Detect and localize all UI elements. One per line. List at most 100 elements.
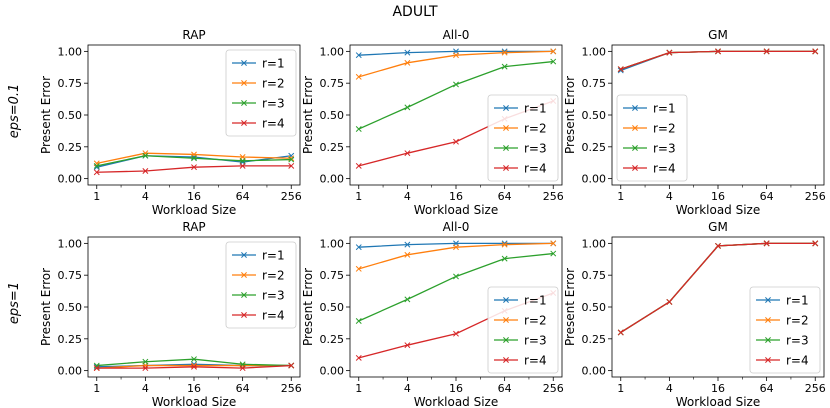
data-point-r4 xyxy=(812,48,819,55)
x-tick-label: 4 xyxy=(666,382,673,395)
x-tick-label: 1 xyxy=(93,190,100,203)
y-tick-label: 0.25 xyxy=(320,333,345,346)
data-point-r4 xyxy=(404,342,411,349)
data-point-r3 xyxy=(93,162,100,169)
subplot-title: GM xyxy=(708,28,728,42)
y-tick-label: 1.00 xyxy=(58,45,83,58)
data-point-r3 xyxy=(453,273,459,280)
legend-label: r=2 xyxy=(653,122,676,136)
data-point-r4 xyxy=(453,330,459,337)
data-point-r4 xyxy=(763,240,770,247)
data-point-r3 xyxy=(191,356,197,363)
x-tick-label: 256 xyxy=(281,190,302,203)
y-tick-label: 0.50 xyxy=(320,109,345,122)
data-point-r4 xyxy=(93,169,100,176)
x-axis-label: Workload Size xyxy=(152,395,236,408)
y-axis-label: Present Error xyxy=(301,76,315,154)
x-tick-label: 64 xyxy=(236,382,250,395)
legend-box xyxy=(749,286,821,374)
y-tick-label: 0.00 xyxy=(320,365,345,378)
subplot-gm-row2: GM 0.00 0.25 0.50 0.75 1.00 1 4 16 64 256 Workload … xyxy=(563,220,826,408)
data-point-r4 xyxy=(666,298,673,305)
x-axis-label: Workload Size xyxy=(152,203,236,217)
legend-marker xyxy=(632,125,638,131)
y-tick-label: 0.50 xyxy=(582,109,607,122)
subplot-title: All-0 xyxy=(443,220,470,234)
x-tick-label: 256 xyxy=(543,190,564,203)
data-point-r1 xyxy=(355,52,362,59)
y-tick-label: 0.50 xyxy=(58,109,83,122)
data-point-r4 xyxy=(142,365,149,372)
legend-marker xyxy=(241,292,247,298)
x-axis-label: Workload Size xyxy=(676,203,760,217)
legend-marker xyxy=(632,165,638,171)
y-axis-label: Present Error xyxy=(39,76,53,154)
x-tick-label: 64 xyxy=(498,190,512,203)
legend-marker xyxy=(503,317,509,323)
y-tick-label: 1.00 xyxy=(320,45,345,58)
x-tick-label: 1 xyxy=(355,190,362,203)
subplot-title: RAP xyxy=(182,28,205,42)
data-point-r3 xyxy=(142,358,149,365)
y-tick-label: 0.50 xyxy=(58,301,83,314)
legend-marker xyxy=(503,297,509,303)
x-tick-label: 256 xyxy=(543,382,564,395)
legend-label: r=3 xyxy=(786,334,809,348)
data-point-r3 xyxy=(550,58,557,65)
x-tick-label: 1 xyxy=(617,190,624,203)
data-point-r4 xyxy=(239,365,246,372)
data-point-r2 xyxy=(501,241,508,248)
x-tick-label: 4 xyxy=(142,382,149,395)
data-point-r4 xyxy=(763,48,770,55)
x-axis-label: Workload Size xyxy=(414,203,498,217)
y-tick-label: 1.00 xyxy=(582,45,607,58)
data-point-r3 xyxy=(404,104,411,111)
data-point-r4 xyxy=(715,242,721,249)
y-tick-label: 0.00 xyxy=(58,173,83,186)
legend-label: r=1 xyxy=(653,102,676,116)
x-tick-label: 64 xyxy=(760,190,774,203)
x-tick-label: 4 xyxy=(404,190,411,203)
x-tick-label: 4 xyxy=(404,382,411,395)
subplot-rap-row1: RAP 0.00 0.25 0.50 0.75 1.00 1 4 16 64 256 Workload… xyxy=(39,28,302,217)
legend-label: r=3 xyxy=(653,142,676,156)
data-point-r4 xyxy=(355,354,362,361)
y-tick-label: 0.50 xyxy=(582,301,607,314)
y-tick-label: 0.25 xyxy=(582,141,607,154)
legend-marker xyxy=(503,145,509,151)
legend-marker xyxy=(765,337,771,343)
y-tick-label: 0.75 xyxy=(58,269,83,282)
legend-marker xyxy=(241,312,247,318)
legend-label: r=3 xyxy=(262,97,285,111)
legend-label: r=4 xyxy=(524,354,547,368)
data-point-r4 xyxy=(617,329,624,336)
data-point-r3 xyxy=(191,155,197,162)
data-point-r3 xyxy=(501,255,508,262)
legend-marker xyxy=(632,105,638,111)
y-tick-label: 0.25 xyxy=(58,333,83,346)
legend-label: r=4 xyxy=(524,162,547,176)
legend-marker xyxy=(241,60,247,66)
figure-title: ADULT xyxy=(392,4,437,20)
legend-label: r=1 xyxy=(786,294,809,308)
legend-label: r=4 xyxy=(653,162,676,176)
data-point-r4 xyxy=(666,49,673,56)
data-point-r3 xyxy=(239,157,246,164)
legend-marker xyxy=(503,165,509,171)
x-tick-label: 16 xyxy=(449,382,463,395)
row-label-eps-0-1: eps=0.1 xyxy=(7,84,22,139)
legend-marker xyxy=(765,317,771,323)
legend-box xyxy=(225,241,297,329)
legend-label: r=2 xyxy=(524,314,547,328)
data-point-r4 xyxy=(453,138,459,145)
data-point-r2 xyxy=(550,48,557,55)
y-tick-label: 0.00 xyxy=(582,365,607,378)
legend-label: r=3 xyxy=(262,289,285,303)
legend-label: r=1 xyxy=(524,294,547,308)
data-point-r3 xyxy=(288,156,295,163)
x-tick-label: 4 xyxy=(142,190,149,203)
data-point-r4 xyxy=(239,162,246,169)
data-point-r4 xyxy=(617,66,624,73)
subplot-title: RAP xyxy=(182,220,205,234)
legend-label: r=2 xyxy=(786,314,809,328)
